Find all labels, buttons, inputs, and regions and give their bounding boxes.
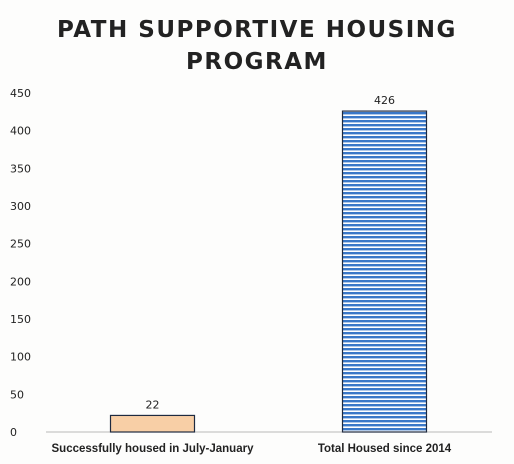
x-category-label: Total Housed since 2014 (318, 443, 452, 455)
bar (341, 110, 428, 433)
y-tick-label: 50 (10, 388, 24, 401)
chart-title: PATH SUPPORTIVE HOUSING PROGRAM (57, 17, 457, 75)
x-category-label: Successfully housed in July-January (52, 443, 255, 455)
y-tick-label: 450 (10, 87, 31, 100)
y-tick-label: 0 (10, 426, 17, 439)
y-tick-label: 350 (10, 162, 31, 175)
data-label: 426 (374, 94, 395, 107)
bar (109, 414, 196, 433)
data-label: 22 (146, 398, 160, 411)
y-tick-label: 400 (10, 125, 31, 138)
y-tick-label: 300 (10, 200, 31, 213)
y-tick-label: 250 (10, 238, 31, 251)
y-tick-label: 100 (10, 351, 31, 364)
y-tick-label: 150 (10, 313, 31, 326)
y-tick-label: 200 (10, 275, 31, 288)
